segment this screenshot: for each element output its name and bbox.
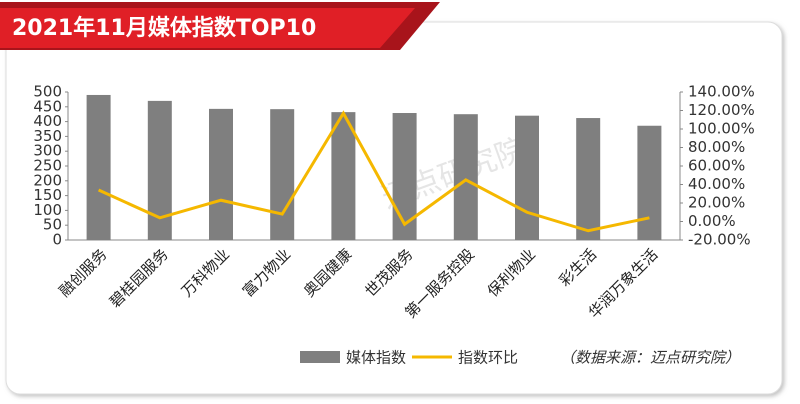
bar xyxy=(453,114,478,240)
y-tick-label: 200 xyxy=(33,171,62,189)
bar xyxy=(270,109,295,240)
y-tick-label: 250 xyxy=(33,157,62,175)
legend-label: 媒体指数 xyxy=(346,349,406,367)
legend-swatch xyxy=(300,351,340,363)
y-tick-label: 0 xyxy=(52,231,62,249)
y-tick-label: 350 xyxy=(33,127,62,145)
y2-tick-label: 100.00% xyxy=(688,120,755,138)
y2-tick-label: 80.00% xyxy=(688,138,745,156)
y-tick-label: 500 xyxy=(33,83,62,101)
y2-tick-label: 120.00% xyxy=(688,101,755,119)
bar xyxy=(392,113,417,240)
line xyxy=(97,110,650,233)
y-tick-label: 150 xyxy=(33,186,62,204)
bar xyxy=(331,112,356,240)
y-tick-label: 400 xyxy=(33,112,62,130)
bar xyxy=(637,125,662,240)
bar xyxy=(209,108,233,240)
bar xyxy=(515,115,539,240)
y2-tick-label: -20.00% xyxy=(688,231,751,249)
y2-tick-label: 40.00% xyxy=(688,175,745,193)
legend-label: 指数环比 xyxy=(458,349,518,367)
y-tick-label: 300 xyxy=(33,142,62,160)
y2-tick-label: 140.00% xyxy=(688,83,755,101)
source-note: （数据来源：迈点研究院） xyxy=(560,349,740,367)
y-tick-label: 450 xyxy=(33,97,62,115)
bar xyxy=(576,118,601,240)
y2-tick-label: 0.00% xyxy=(688,212,736,230)
chart-title: 2021年11月媒体指数TOP10 xyxy=(12,15,316,41)
bar xyxy=(86,94,111,241)
y2-tick-label: 60.00% xyxy=(688,157,745,175)
y-tick-label: 50 xyxy=(43,216,62,234)
y-tick-label: 100 xyxy=(33,201,62,219)
title-banner xyxy=(0,8,415,48)
y2-tick-label: 20.00% xyxy=(688,194,745,212)
